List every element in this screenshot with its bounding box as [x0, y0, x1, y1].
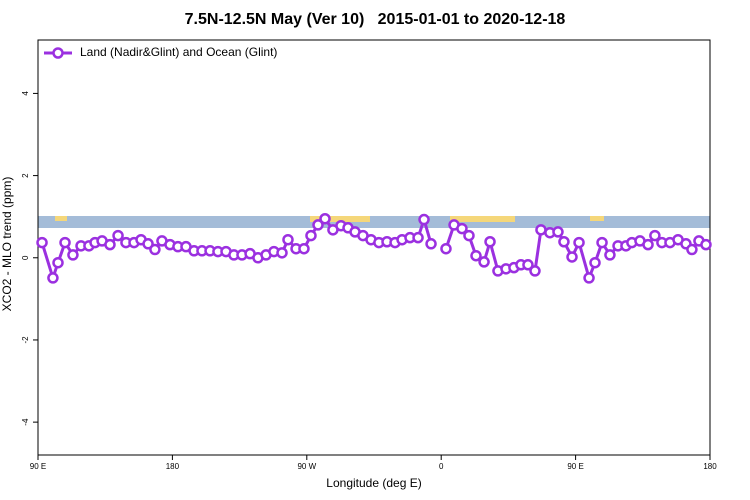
map-strip: [38, 216, 710, 228]
data-point: [649, 229, 661, 242]
y-tick-label: 4: [21, 91, 30, 96]
data-point: [412, 231, 424, 244]
data-point: [558, 235, 570, 248]
data-point: [305, 229, 317, 242]
data-point: [573, 236, 585, 249]
data-point: [418, 213, 430, 226]
land-patch: [55, 216, 67, 221]
data-point: [440, 242, 452, 255]
x-tick-label: 90 E: [567, 462, 583, 471]
data-point: [282, 233, 294, 246]
x-tick-label: 90 E: [30, 462, 46, 471]
data-point: [478, 256, 490, 268]
data-point: [566, 251, 578, 263]
data-point: [149, 243, 161, 256]
data-point: [319, 212, 331, 225]
land-patch: [590, 216, 604, 221]
data-point: [700, 238, 712, 251]
data-point: [67, 249, 79, 261]
data-point: [596, 236, 608, 249]
data-point: [484, 235, 496, 248]
data-point: [642, 238, 654, 251]
data-point: [589, 256, 601, 269]
data-point: [104, 238, 116, 251]
legend-label: Land (Nadir&Glint) and Ocean (Glint): [80, 45, 277, 59]
x-tick-label: 180: [703, 462, 717, 471]
data-point: [59, 236, 71, 249]
data-point: [36, 236, 48, 249]
x-tick-label: 90 W: [297, 462, 316, 471]
plot-frame: [37, 39, 711, 456]
x-axis-label: Longitude (deg E): [326, 476, 421, 490]
data-point: [456, 222, 468, 235]
data-point: [52, 256, 64, 269]
data-point: [552, 226, 564, 238]
chart-title: 7.5N-12.5N May (Ver 10) 2015-01-01 to 20…: [185, 11, 566, 28]
y-tick-label: 0: [21, 255, 30, 260]
data-point: [470, 249, 482, 262]
ocean-band: [38, 216, 710, 228]
data-point: [142, 238, 154, 250]
x-tick-label: 0: [439, 462, 444, 471]
y-axis-label: XCO2 - MLO trend (ppm): [0, 177, 14, 312]
x-tick-label: 180: [166, 462, 180, 471]
data-point: [425, 238, 437, 250]
data-point: [298, 242, 310, 255]
data-point: [312, 219, 324, 231]
data-point: [686, 243, 698, 256]
data-point: [535, 224, 547, 236]
legend-marker: [52, 47, 64, 59]
data-point: [463, 229, 475, 242]
y-tick-label: -4: [21, 418, 30, 426]
data-point: [529, 265, 541, 277]
series: [36, 212, 712, 284]
data-point: [583, 272, 595, 284]
data-point: [522, 259, 534, 271]
data-point: [112, 229, 124, 242]
land-patch: [310, 216, 370, 222]
land-patch: [450, 216, 515, 222]
data-point: [604, 249, 616, 261]
data-point: [47, 272, 59, 284]
y-tick-label: 2: [21, 173, 30, 178]
data-point: [276, 247, 288, 259]
y-tick-label: -2: [21, 336, 30, 344]
